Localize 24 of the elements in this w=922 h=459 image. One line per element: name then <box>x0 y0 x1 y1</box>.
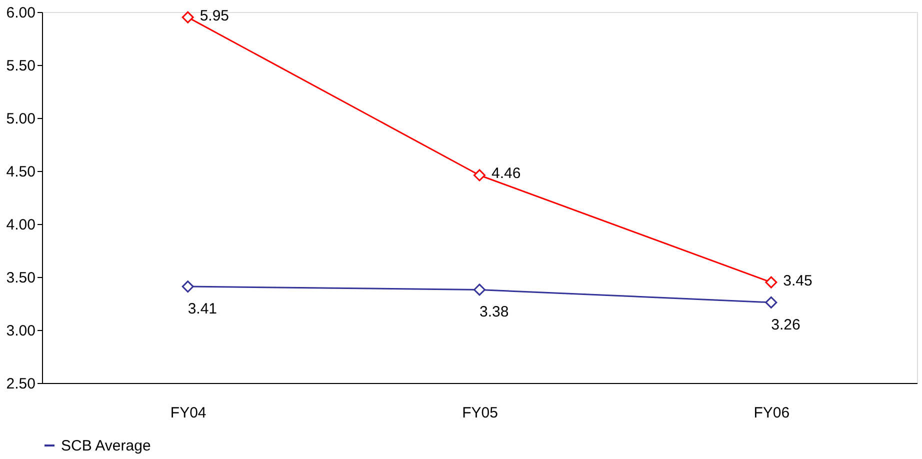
x-tick-label: FY05 <box>462 404 498 422</box>
point <box>765 296 778 308</box>
y-tick-label: 6.00 <box>6 4 36 22</box>
point <box>765 276 778 288</box>
legend-label: SCB Average <box>61 438 151 454</box>
data-label: 4.46 <box>492 165 521 182</box>
y-tick-label: 5.50 <box>6 58 36 74</box>
y-tick-label: 3.50 <box>6 270 36 286</box>
data-label: 3.38 <box>480 304 509 321</box>
x-tick-label: FY06 <box>754 404 790 422</box>
point <box>182 280 194 293</box>
data-label: 3.45 <box>783 272 812 290</box>
data-label: 5.95 <box>200 7 230 24</box>
point <box>182 11 194 24</box>
y-tick-label: 4.00 <box>6 216 36 234</box>
y-tick-label: 4.50 <box>6 164 36 180</box>
y-tick-label: 5.00 <box>6 110 36 128</box>
point <box>474 169 486 182</box>
data-label: 3.26 <box>771 316 800 334</box>
y-tick-label: 3.00 <box>6 322 36 340</box>
data-label: 3.41 <box>188 300 218 318</box>
point <box>474 284 486 296</box>
y-tick-label: 2.50 <box>6 376 36 392</box>
x-tick-label: FY04 <box>170 404 206 422</box>
